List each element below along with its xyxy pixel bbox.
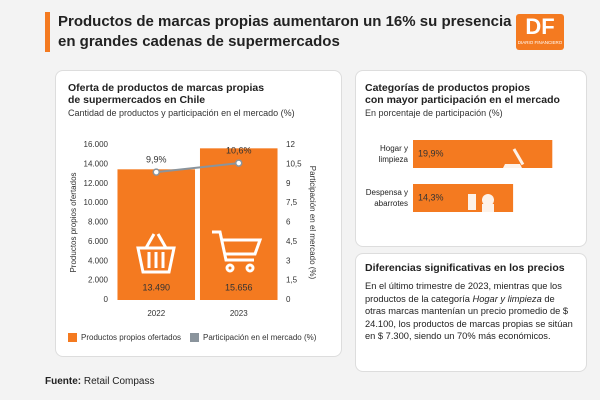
chart-title: con mayor participación en el mercado (365, 94, 560, 106)
note-title: Diferencias significativas en los precio… (365, 262, 565, 274)
bar (199, 148, 278, 300)
chart-subtitle: En porcentaje de participación (%) (365, 108, 503, 118)
category-label: Despensa y abarrotes (365, 188, 408, 208)
y2-tick-label: 7,5 (286, 198, 298, 207)
y2-tick-label: 10,5 (286, 159, 302, 168)
y-tick-label: 16.000 (84, 140, 109, 149)
category-icon (468, 148, 525, 212)
y-tick-label: 2.000 (88, 276, 109, 285)
y2-tick-label: 1,5 (286, 276, 298, 285)
chart-header: Categorías de productos propios con mayo… (365, 82, 560, 118)
footer: Fuente: Retail Compass (45, 376, 154, 387)
bar (413, 184, 514, 212)
chart-title: de supermercados en Chile (68, 94, 206, 106)
chart-title: Oferta de productos de marcas propias (68, 82, 265, 94)
legend-label: Productos propios ofertados (81, 333, 181, 342)
footer-label: Fuente: (45, 376, 82, 387)
logo-text: DF (525, 14, 555, 39)
logo-sub: DIARIO FINANCIERO (517, 40, 563, 45)
y2-tick-label: 4,5 (286, 237, 298, 246)
line (156, 162, 239, 174)
y-tick-label: 6.000 (88, 237, 109, 246)
cart-icon (212, 230, 263, 273)
y2-tick-label: 3 (286, 256, 291, 265)
panel (55, 70, 342, 357)
value-label: 15.656 (225, 282, 253, 292)
x-tick-label: 2022 (147, 309, 165, 318)
x-tick-label: 2023 (230, 309, 248, 318)
y2-tick-label: 9 (286, 179, 291, 188)
page-title: Productos de marcas propias aumentaron u… (58, 12, 511, 52)
chart-title: Categorías de productos propios (365, 82, 531, 94)
y-tick-label: 4.000 (88, 256, 109, 265)
basket-icon (136, 233, 176, 274)
y-axis-label: Productos propios ofertados (69, 172, 78, 272)
value-label: 14,3% (418, 192, 444, 202)
y-tick-label: 12.000 (84, 179, 109, 188)
title-line: en grandes cadenas de supermercados (58, 33, 340, 50)
legend-swatch (68, 333, 77, 342)
bar (413, 140, 553, 168)
value-label: 19,9% (418, 148, 444, 158)
legend-label: Participación en el mercado (%) (203, 333, 317, 342)
value-label: 9,9% (146, 155, 167, 165)
y2-tick-label: 12 (286, 140, 295, 149)
y-tick-label: 0 (104, 295, 109, 304)
note: Diferencias significativas en los precio… (365, 262, 577, 343)
accent-bar (45, 12, 50, 52)
value-label: 13.490 (142, 282, 170, 292)
text-run: En el último trimestre de 2023, mientras… (365, 281, 562, 304)
y-tick-label: 10.000 (84, 198, 109, 207)
chart-subtitle: Cantidad de productos y participación en… (68, 108, 295, 118)
note-text: En el último trimestre de 2023, mientras… (365, 280, 577, 343)
bar (117, 169, 196, 300)
y2-tick-label: 0 (286, 295, 291, 304)
text-run: Hogar y limpieza (472, 293, 542, 304)
category-label: Hogar y limpieza (378, 144, 408, 164)
chart-header: Oferta de productos de marcas propias de… (68, 82, 295, 118)
footer-source: Retail Compass (83, 376, 155, 387)
y-tick-label: 8.000 (88, 218, 109, 227)
title-line: Productos de marcas propias aumentaron u… (58, 13, 512, 30)
y2-axis-label: Participación en el mercado (%) (308, 166, 317, 280)
value-label: 10,6% (226, 145, 252, 155)
panel (355, 253, 587, 372)
point (152, 168, 160, 176)
point (235, 159, 243, 167)
logo: DF DIARIO FINANCIERO (516, 14, 564, 50)
text-run: de otras marcas mantenían un precio prom… (365, 293, 573, 342)
y2-tick-label: 6 (286, 218, 291, 227)
legend-swatch (190, 333, 199, 342)
y-tick-label: 14.000 (84, 159, 109, 168)
